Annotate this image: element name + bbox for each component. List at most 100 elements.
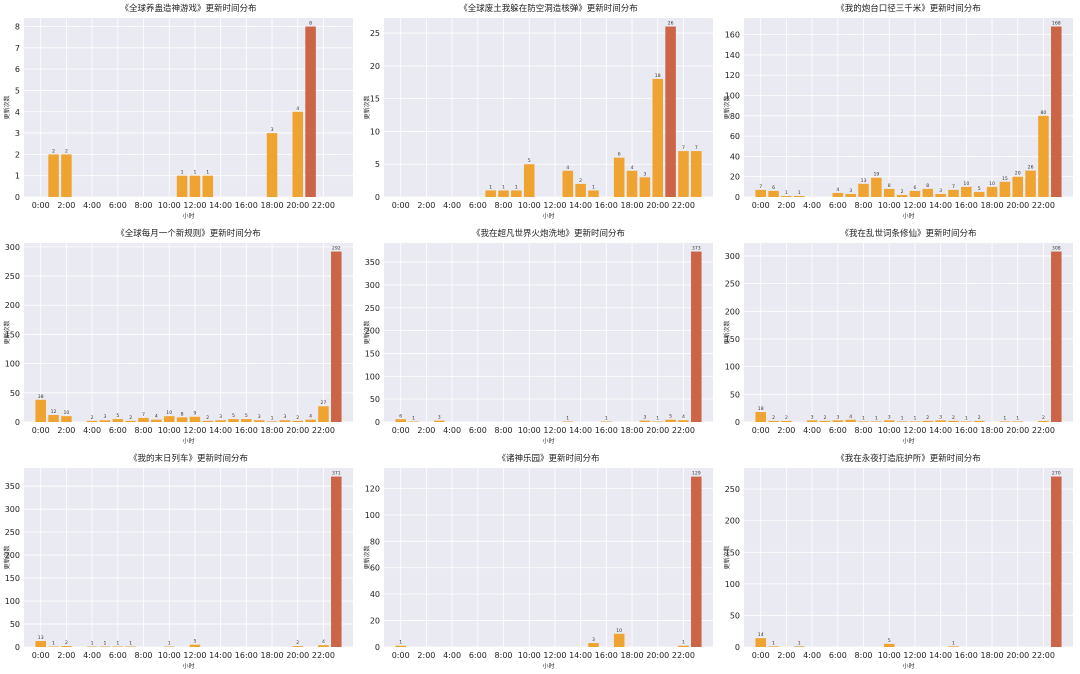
- bar-hour-17: [253, 420, 265, 422]
- bar-hour-23: [1051, 251, 1062, 422]
- y-tick-label: 2: [15, 150, 20, 159]
- bar-hour-21: [305, 419, 316, 422]
- y-tick-label: 100: [5, 597, 20, 606]
- data-label: 5: [193, 639, 196, 645]
- y-tick-label: 0: [735, 418, 740, 427]
- bar-hour-16: [961, 421, 972, 422]
- y-axis-label: 更新次数: [723, 320, 731, 344]
- data-label: 14: [758, 632, 764, 638]
- data-label: 3: [939, 414, 942, 420]
- bar-hour-17: [613, 157, 625, 197]
- x-tick-label: 2:00: [777, 651, 795, 660]
- bar-hour-18: [266, 421, 278, 422]
- chart-panel-7: 0 50 100 150 200 250 300 350 0:00 2:00 4:00 6:00 8:0…: [3, 453, 353, 670]
- data-label: 10: [63, 410, 69, 416]
- plot-area: [384, 243, 713, 422]
- data-label: 18: [655, 73, 661, 79]
- data-label: 1: [682, 640, 685, 646]
- data-label: 168: [1052, 21, 1061, 27]
- x-tick-label: 18:00: [261, 201, 284, 210]
- y-axis-label: 更新次数: [723, 545, 731, 569]
- x-tick-label: 6:00: [829, 426, 847, 435]
- data-label: 4: [296, 106, 299, 112]
- bar-hour-0: [395, 419, 406, 422]
- y-tick-label: 15: [370, 95, 380, 104]
- x-tick-label: 0:00: [392, 426, 410, 435]
- x-tick-label: 20:00: [286, 651, 309, 660]
- bar-hour-15: [948, 646, 959, 647]
- x-tick-label: 14:00: [209, 651, 232, 660]
- x-tick-label: 0:00: [752, 651, 770, 660]
- y-tick-label: 160: [725, 31, 740, 40]
- x-tick-label: 6:00: [829, 651, 847, 660]
- y-tick-label: 0: [735, 193, 740, 202]
- bar-hour-2: [61, 416, 72, 422]
- bar-hour-0: [755, 189, 766, 197]
- x-tick-label: 18:00: [981, 201, 1004, 210]
- bar-hour-8: [858, 183, 869, 197]
- data-label: 12: [51, 409, 57, 415]
- x-tick-label: 2:00: [417, 426, 435, 435]
- y-tick-label: 20: [370, 617, 380, 626]
- bar-hour-17: [613, 633, 625, 647]
- bar-hour-19: [999, 181, 1011, 197]
- x-tick-label: 0:00: [32, 201, 50, 210]
- bar-hour-23: [691, 151, 702, 197]
- data-label: 308: [1052, 246, 1061, 252]
- x-tick-label: 20:00: [646, 426, 669, 435]
- y-tick-label: 6: [15, 65, 20, 74]
- data-label: 5: [245, 413, 248, 419]
- x-tick-label: 22:00: [1032, 201, 1055, 210]
- x-tick-label: 2:00: [57, 426, 75, 435]
- x-axis-label: 小时: [542, 662, 554, 670]
- x-tick-label: 18:00: [621, 651, 644, 660]
- bar-hour-20: [292, 646, 304, 647]
- data-label: 1: [798, 640, 801, 646]
- x-tick-label: 10:00: [158, 651, 181, 660]
- data-label: 20: [1015, 171, 1021, 177]
- bar-hour-23: [331, 476, 342, 647]
- x-tick-label: 10:00: [518, 201, 541, 210]
- bar-hour-16: [961, 186, 972, 197]
- data-label: 5: [528, 158, 531, 164]
- data-label: 1: [1016, 415, 1019, 421]
- bar-hour-11: [176, 175, 188, 197]
- x-tick-label: 18:00: [981, 651, 1004, 660]
- x-axis-label: 小时: [542, 212, 554, 220]
- data-label: 3: [103, 414, 106, 420]
- x-tick-label: 22:00: [312, 651, 335, 660]
- bar-hour-9: [151, 419, 162, 422]
- x-tick-label: 12:00: [183, 426, 206, 435]
- bar-hour-12: [189, 175, 201, 197]
- data-label: 8: [181, 411, 184, 417]
- x-tick-label: 0:00: [752, 426, 770, 435]
- x-axis-label: 小时: [902, 437, 914, 445]
- x-tick-label: 12:00: [183, 201, 206, 210]
- x-tick-label: 8:00: [135, 201, 153, 210]
- x-tick-label: 20:00: [1006, 426, 1029, 435]
- bar-hour-23: [1051, 476, 1062, 647]
- bar-hour-22: [318, 645, 329, 647]
- x-tick-label: 16:00: [595, 201, 618, 210]
- y-tick-label: 250: [5, 272, 20, 281]
- data-label: 13: [861, 178, 867, 184]
- y-axis-label: 更新次数: [3, 95, 11, 119]
- data-label: 1: [605, 416, 608, 422]
- y-tick-label: 150: [5, 330, 20, 339]
- data-label: 7: [759, 184, 762, 190]
- x-tick-label: 22:00: [672, 201, 695, 210]
- x-tick-label: 6:00: [109, 651, 127, 660]
- x-tick-label: 18:00: [261, 426, 284, 435]
- bar-hour-11: [896, 421, 908, 422]
- y-tick-label: 50: [10, 620, 20, 629]
- bar-hour-22: [678, 151, 689, 197]
- data-label: 3: [592, 637, 595, 643]
- x-tick-label: 14:00: [929, 651, 952, 660]
- x-tick-label: 6:00: [109, 426, 127, 435]
- x-tick-label: 16:00: [235, 426, 258, 435]
- bar-hour-12: [909, 190, 921, 197]
- bar-hour-17: [973, 191, 985, 197]
- y-tick-label: 100: [725, 363, 740, 372]
- data-label: 6: [618, 152, 621, 158]
